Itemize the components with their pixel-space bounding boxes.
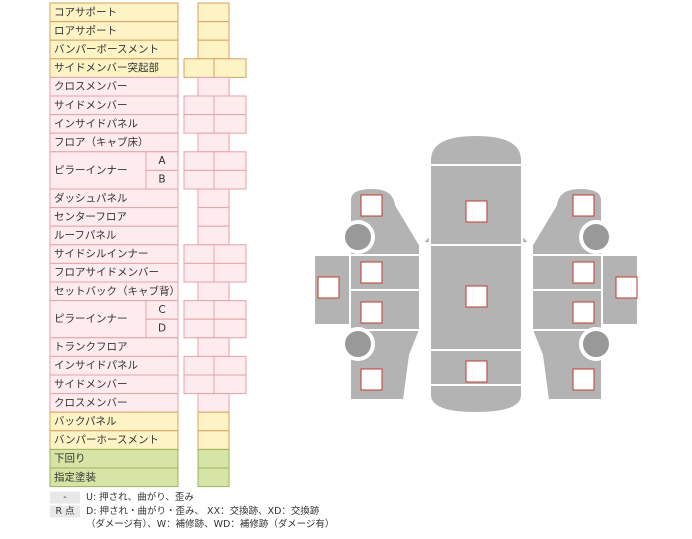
row-label: セットバック（キャブ背） <box>54 284 180 297</box>
row-label: ダッシュパネル <box>54 191 128 204</box>
entry-cell <box>183 355 215 376</box>
entry-cell <box>183 318 215 339</box>
entry-cell <box>197 39 230 60</box>
entry-cell <box>197 21 230 41</box>
legend-text: （ダメージ有）、W：補修跡、WD：補修跡（ダメージ有） <box>86 518 334 530</box>
legend-key: - <box>63 492 66 503</box>
row-label: バンパーホースメント <box>54 434 159 446</box>
entry-cell <box>197 2 230 23</box>
entry-cell <box>183 114 215 134</box>
entry-cell <box>213 114 247 134</box>
row-label-cell <box>49 467 179 488</box>
entry-cell <box>197 188 230 209</box>
entry-cell <box>197 393 230 413</box>
sub-label: A <box>158 155 166 167</box>
row-label: サイドメンバー <box>54 99 128 111</box>
row-label: コアサポート <box>54 6 117 18</box>
entry-cell <box>197 337 230 357</box>
legend-text: U: 押され、曲がり、歪み <box>86 491 194 503</box>
entry-cell <box>183 300 215 320</box>
sub-label: D <box>158 323 166 335</box>
legend-key-box <box>50 505 80 518</box>
entry-cell <box>213 95 247 116</box>
row-label: フロア（キャブ床） <box>54 136 149 149</box>
wheels <box>341 220 613 361</box>
entry-cell <box>183 151 215 171</box>
row-label: サイドメンバー突起部 <box>54 61 159 74</box>
entry-cell <box>183 374 215 395</box>
legend-key: R 点 <box>55 506 75 517</box>
entry-cell <box>213 300 247 320</box>
entry-cell <box>197 76 230 97</box>
row-label-cell <box>49 300 147 339</box>
entry-cell <box>197 430 230 450</box>
row-label: ロアサポート <box>54 25 117 37</box>
entry-cell <box>213 58 247 78</box>
sub-label: B <box>158 174 165 186</box>
legend-text: D: 押され・曲がり・歪み、 XX：交換跡、XD：交換跡 <box>86 505 320 517</box>
entry-cell <box>197 132 230 153</box>
entry-cell <box>213 244 247 264</box>
row-label: ピラーインナー <box>54 313 128 325</box>
entry-cell <box>183 262 215 283</box>
row-label: トランクフロア <box>54 341 128 353</box>
entry-cell <box>213 355 247 376</box>
row-label: センターフロア <box>54 211 127 223</box>
entry-cell <box>197 207 230 227</box>
entry-cell <box>183 244 215 264</box>
row-label: サイドメンバー <box>54 378 128 390</box>
entry-cell <box>213 151 247 171</box>
entry-cell <box>197 467 230 488</box>
entry-cell <box>183 169 215 190</box>
row-label: 指定塗装 <box>54 470 96 483</box>
legend-key-box <box>50 491 80 504</box>
entry-cell <box>213 318 247 339</box>
entry-cell <box>213 374 247 395</box>
row-label: ルーフパネル <box>54 230 116 242</box>
sub-label: C <box>158 304 165 316</box>
row-label: サイドシルインナー <box>54 248 149 260</box>
entry-cell <box>183 58 215 78</box>
row-label: ピラーインナー <box>54 164 128 176</box>
row-label: フロアサイドメンバー <box>54 267 159 279</box>
entry-cell <box>213 262 247 283</box>
entry-cell <box>183 95 215 116</box>
row-label: バンパーボースメント <box>54 44 159 56</box>
entry-cell <box>213 169 247 190</box>
row-label: インサイドパネル <box>54 118 138 130</box>
check-boxes <box>317 194 638 391</box>
row-label: バックパネル <box>54 416 116 428</box>
entry-cell <box>197 448 230 469</box>
row-label: 下回り <box>54 453 86 465</box>
row-label-cell <box>49 151 147 190</box>
row-label: クロスメンバー <box>54 397 128 409</box>
entry-cell <box>197 281 230 302</box>
row-label: インサイドパネル <box>54 360 138 372</box>
row-label: クロスメンバー <box>54 81 128 93</box>
entry-cell <box>197 225 230 246</box>
entry-cell <box>197 411 230 432</box>
